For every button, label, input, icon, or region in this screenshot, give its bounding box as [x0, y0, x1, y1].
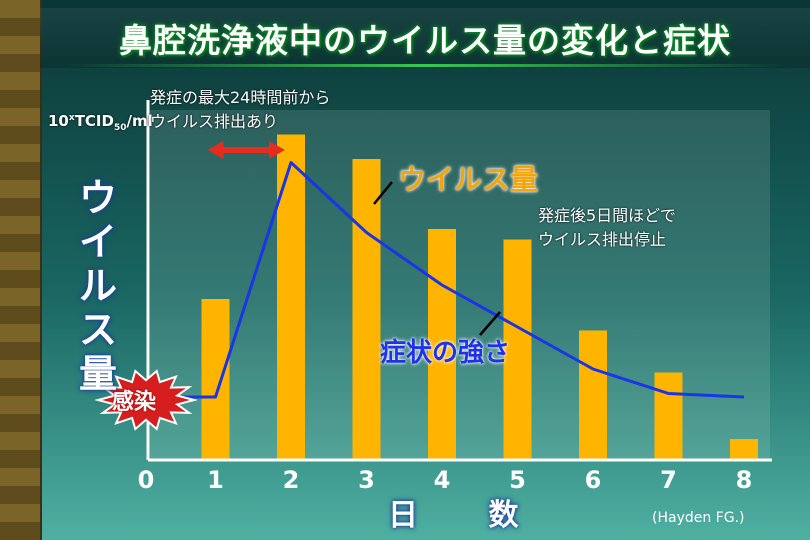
stop-note-line1: 発症後5日間ほどで [538, 206, 676, 225]
bar-day-1 [201, 299, 230, 460]
infection-burst-icon [94, 369, 198, 431]
x-tick-label-4: 4 [434, 466, 451, 494]
x-tick-label-5: 5 [509, 466, 526, 494]
symptom-label-leader [479, 311, 501, 336]
y-unit-exponent: x [68, 113, 75, 123]
title-underline [60, 64, 790, 67]
y-unit-middle: TCID [74, 112, 114, 130]
onset-arrow-right-head [269, 141, 285, 159]
x-tick-label-2: 2 [283, 466, 300, 494]
x-axis-label: 日 数 [388, 498, 549, 533]
bar-day-8 [730, 439, 758, 460]
y-axis-unit: 10xTCID50/ml [48, 112, 153, 133]
title-bar [40, 8, 810, 68]
y-unit-subscript: 50 [113, 123, 127, 133]
y-axis-label: ウイルス量 [78, 176, 117, 396]
symptom-line [140, 161, 745, 399]
symptom-strength-label: 症状の強さ [380, 338, 511, 368]
onset-note: 発症の最大24時間前から ウイルス排出あり [150, 86, 330, 134]
stop-note: 発症後5日間ほどで ウイルス排出停止 [538, 204, 676, 252]
y-unit-tail: /ml [126, 112, 153, 130]
chart-title: 鼻腔洗浄液中のウイルス量の変化と症状 [119, 21, 731, 60]
onset-note-line2: ウイルス排出あり [150, 112, 279, 131]
virus-label-leader [373, 181, 393, 205]
bar-day-2 [277, 134, 305, 460]
x-tick-label-6: 6 [585, 466, 602, 494]
onset-arrow-left-head [207, 141, 224, 159]
bar-day-4 [428, 229, 456, 460]
y-unit-base: 10 [48, 112, 69, 130]
virus-amount-label: ウイルス量 [398, 163, 539, 196]
x-tick-label-0: 0 [138, 466, 155, 494]
bar-day-5 [503, 239, 532, 460]
infection-label: 感染 [112, 390, 157, 415]
source-citation: (Hayden FG.) [652, 510, 745, 526]
bar-day-6 [579, 330, 607, 460]
x-tick-label-8: 8 [736, 466, 753, 494]
x-tick-label-3: 3 [358, 466, 375, 494]
onset-note-line1: 発症の最大24時間前から [150, 88, 331, 107]
bar-day-7 [654, 372, 683, 460]
stop-note-line2: ウイルス排出停止 [538, 230, 667, 249]
x-tick-label-7: 7 [660, 466, 677, 494]
x-tick-label-1: 1 [207, 466, 224, 494]
bar-day-3 [352, 159, 381, 460]
decorative-side-strip [0, 0, 42, 540]
